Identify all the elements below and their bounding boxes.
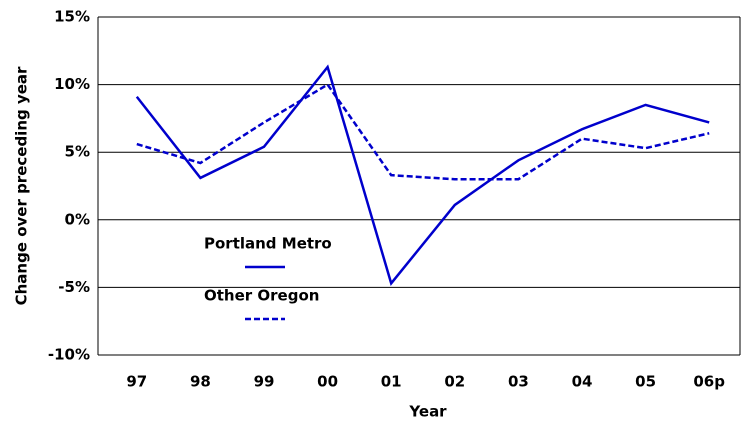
y-tick-label: 5% (65, 143, 90, 161)
x-tick-label: 97 (126, 373, 147, 391)
x-tick-label: 04 (572, 373, 593, 391)
x-tick-label: 03 (508, 373, 529, 391)
y-axis-label: Change over preceding year (13, 66, 31, 305)
y-tick-label: -10% (48, 346, 90, 364)
x-tick-label: 98 (190, 373, 211, 391)
x-tick-label: 01 (381, 373, 402, 391)
legend-label: Other Oregon (204, 287, 319, 305)
x-tick-label: 02 (444, 373, 465, 391)
legend-label: Portland Metro (204, 235, 332, 253)
y-tick-label: 15% (54, 8, 90, 26)
series-line (136, 82, 710, 181)
x-axis-label: Year (408, 403, 447, 421)
series-line (135, 64, 710, 286)
y-tick-label: -5% (58, 278, 90, 296)
x-tick-label: 06p (693, 373, 725, 391)
x-tick-label: 99 (254, 373, 275, 391)
x-tick-label: 00 (317, 373, 338, 391)
x-tick-label: 05 (635, 373, 656, 391)
y-tick-label: 10% (54, 75, 90, 93)
y-tick-label: 0% (65, 210, 90, 228)
